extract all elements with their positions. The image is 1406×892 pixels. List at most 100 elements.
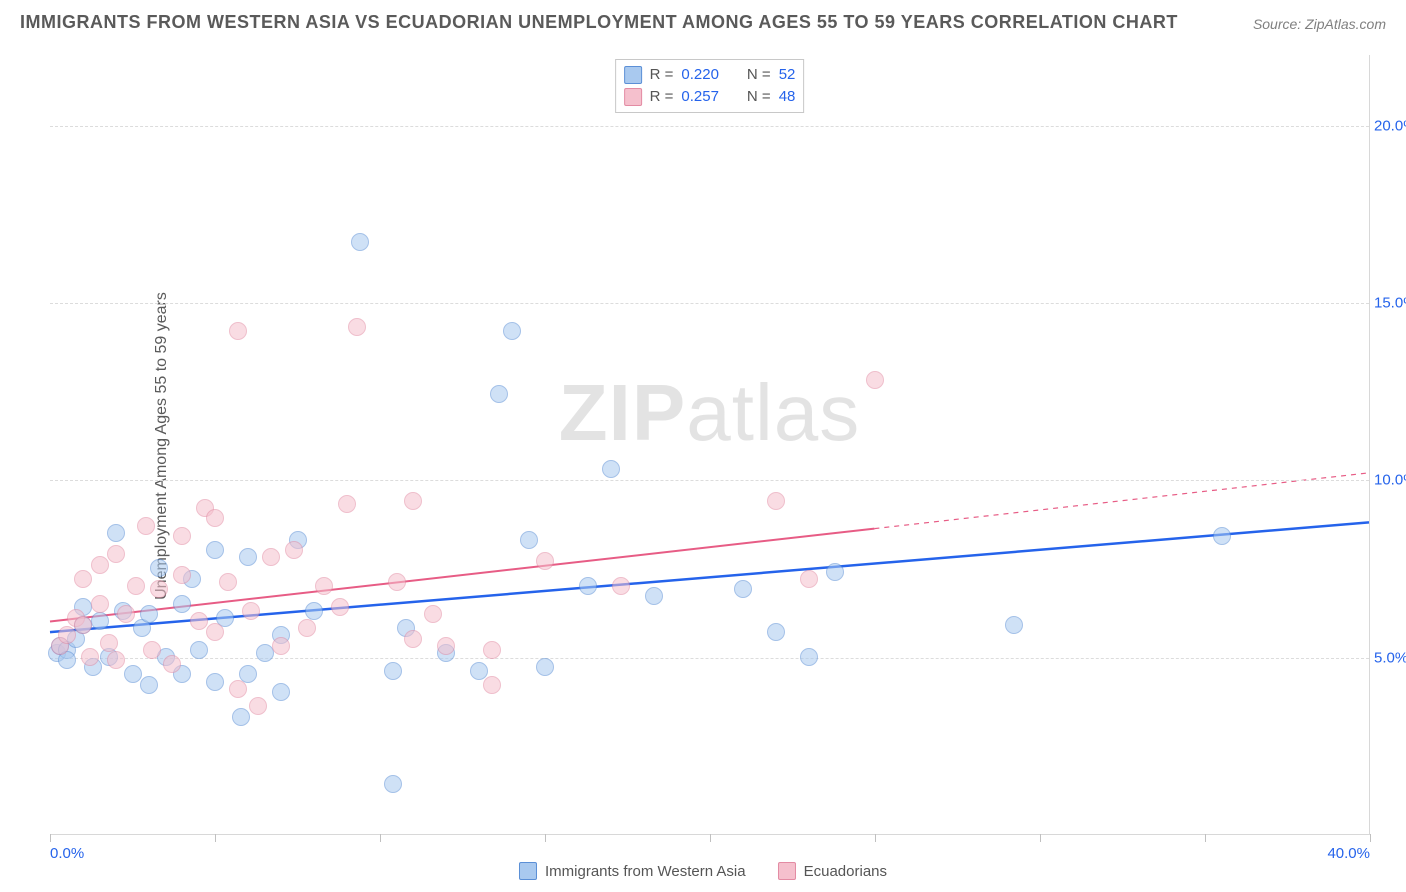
scatter-point-series-b — [150, 580, 168, 598]
scatter-point-series-a — [602, 460, 620, 478]
scatter-point-series-b — [388, 573, 406, 591]
gridline-h — [50, 480, 1369, 481]
scatter-point-series-b — [612, 577, 630, 595]
scatter-point-series-a — [520, 531, 538, 549]
scatter-point-series-a — [239, 548, 257, 566]
x-tick-mark — [380, 834, 381, 842]
chart-container: IMMIGRANTS FROM WESTERN ASIA VS ECUADORI… — [0, 0, 1406, 892]
scatter-point-series-a — [734, 580, 752, 598]
scatter-point-series-b — [74, 616, 92, 634]
scatter-point-series-a — [536, 658, 554, 676]
x-tick-label: 40.0% — [1327, 845, 1370, 862]
scatter-point-series-b — [229, 322, 247, 340]
scatter-point-series-b — [800, 570, 818, 588]
scatter-point-series-a — [503, 322, 521, 340]
x-tick-mark — [1370, 834, 1371, 842]
scatter-point-series-b — [81, 648, 99, 666]
scatter-point-series-b — [229, 680, 247, 698]
x-tick-mark — [50, 834, 51, 842]
scatter-point-series-b — [404, 630, 422, 648]
scatter-point-series-a — [107, 524, 125, 542]
scatter-point-series-a — [470, 662, 488, 680]
legend-label-a: Immigrants from Western Asia — [545, 863, 746, 880]
scatter-point-series-b — [262, 548, 280, 566]
scatter-point-series-a — [1005, 616, 1023, 634]
y-tick-label: 15.0% — [1374, 295, 1406, 312]
scatter-point-series-b — [58, 626, 76, 644]
scatter-point-series-a — [767, 623, 785, 641]
scatter-point-series-b — [206, 623, 224, 641]
legend-item-b: Ecuadorians — [778, 862, 887, 880]
scatter-point-series-b — [767, 492, 785, 510]
scatter-point-series-b — [866, 371, 884, 389]
scatter-point-series-b — [348, 318, 366, 336]
scatter-point-series-b — [107, 651, 125, 669]
scatter-point-series-a — [490, 385, 508, 403]
scatter-point-series-a — [384, 662, 402, 680]
scatter-point-series-a — [206, 673, 224, 691]
scatter-point-series-b — [137, 517, 155, 535]
gridline-h — [50, 658, 1369, 659]
legend-label-b: Ecuadorians — [804, 863, 887, 880]
x-tick-mark — [215, 834, 216, 842]
scatter-point-series-a — [91, 612, 109, 630]
scatter-point-series-b — [272, 637, 290, 655]
scatter-point-series-b — [91, 595, 109, 613]
gridline-h — [50, 126, 1369, 127]
scatter-point-series-a — [232, 708, 250, 726]
scatter-point-series-a — [305, 602, 323, 620]
scatter-point-series-b — [338, 495, 356, 513]
x-tick-mark — [545, 834, 546, 842]
scatter-point-series-a — [124, 665, 142, 683]
plot-area: ZIPatlas R = 0.220 N = 52 R = 0.257 N = … — [50, 55, 1370, 835]
scatter-point-series-a — [1213, 527, 1231, 545]
x-tick-label: 0.0% — [50, 845, 84, 862]
scatter-point-series-b — [190, 612, 208, 630]
scatter-point-series-a — [140, 605, 158, 623]
legend-item-a: Immigrants from Western Asia — [519, 862, 746, 880]
scatter-point-series-a — [190, 641, 208, 659]
scatter-point-series-b — [117, 605, 135, 623]
scatter-point-series-b — [298, 619, 316, 637]
x-tick-mark — [710, 834, 711, 842]
scatter-point-series-b — [173, 566, 191, 584]
gridline-h — [50, 303, 1369, 304]
scatter-point-series-a — [150, 559, 168, 577]
scatter-point-series-b — [404, 492, 422, 510]
source-attribution: Source: ZipAtlas.com — [1253, 16, 1386, 32]
scatter-point-series-a — [272, 683, 290, 701]
scatter-point-series-a — [351, 233, 369, 251]
scatter-point-series-b — [483, 641, 501, 659]
scatter-point-series-b — [74, 570, 92, 588]
scatter-point-series-b — [219, 573, 237, 591]
legend-swatch-b — [778, 862, 796, 880]
scatter-point-series-a — [579, 577, 597, 595]
scatter-point-series-a — [826, 563, 844, 581]
x-tick-mark — [1205, 834, 1206, 842]
scatter-point-series-a — [645, 587, 663, 605]
scatter-point-series-b — [483, 676, 501, 694]
scatter-point-series-b — [127, 577, 145, 595]
scatter-point-series-a — [206, 541, 224, 559]
y-tick-label: 10.0% — [1374, 472, 1406, 489]
scatter-point-series-b — [249, 697, 267, 715]
scatter-point-series-a — [140, 676, 158, 694]
scatter-point-series-a — [384, 775, 402, 793]
chart-title: IMMIGRANTS FROM WESTERN ASIA VS ECUADORI… — [20, 12, 1178, 33]
scatter-point-series-b — [437, 637, 455, 655]
scatter-point-series-b — [91, 556, 109, 574]
scatter-point-series-b — [107, 545, 125, 563]
scatter-point-series-a — [173, 595, 191, 613]
series-legend: Immigrants from Western Asia Ecuadorians — [519, 862, 887, 880]
y-tick-label: 5.0% — [1374, 649, 1406, 666]
scatter-point-series-b — [143, 641, 161, 659]
scatter-point-series-b — [315, 577, 333, 595]
y-tick-label: 20.0% — [1374, 117, 1406, 134]
x-tick-mark — [1040, 834, 1041, 842]
scatter-point-series-a — [256, 644, 274, 662]
scatter-point-series-b — [424, 605, 442, 623]
x-tick-mark — [875, 834, 876, 842]
scatter-point-series-a — [800, 648, 818, 666]
scatter-point-series-b — [536, 552, 554, 570]
scatter-point-series-b — [331, 598, 349, 616]
